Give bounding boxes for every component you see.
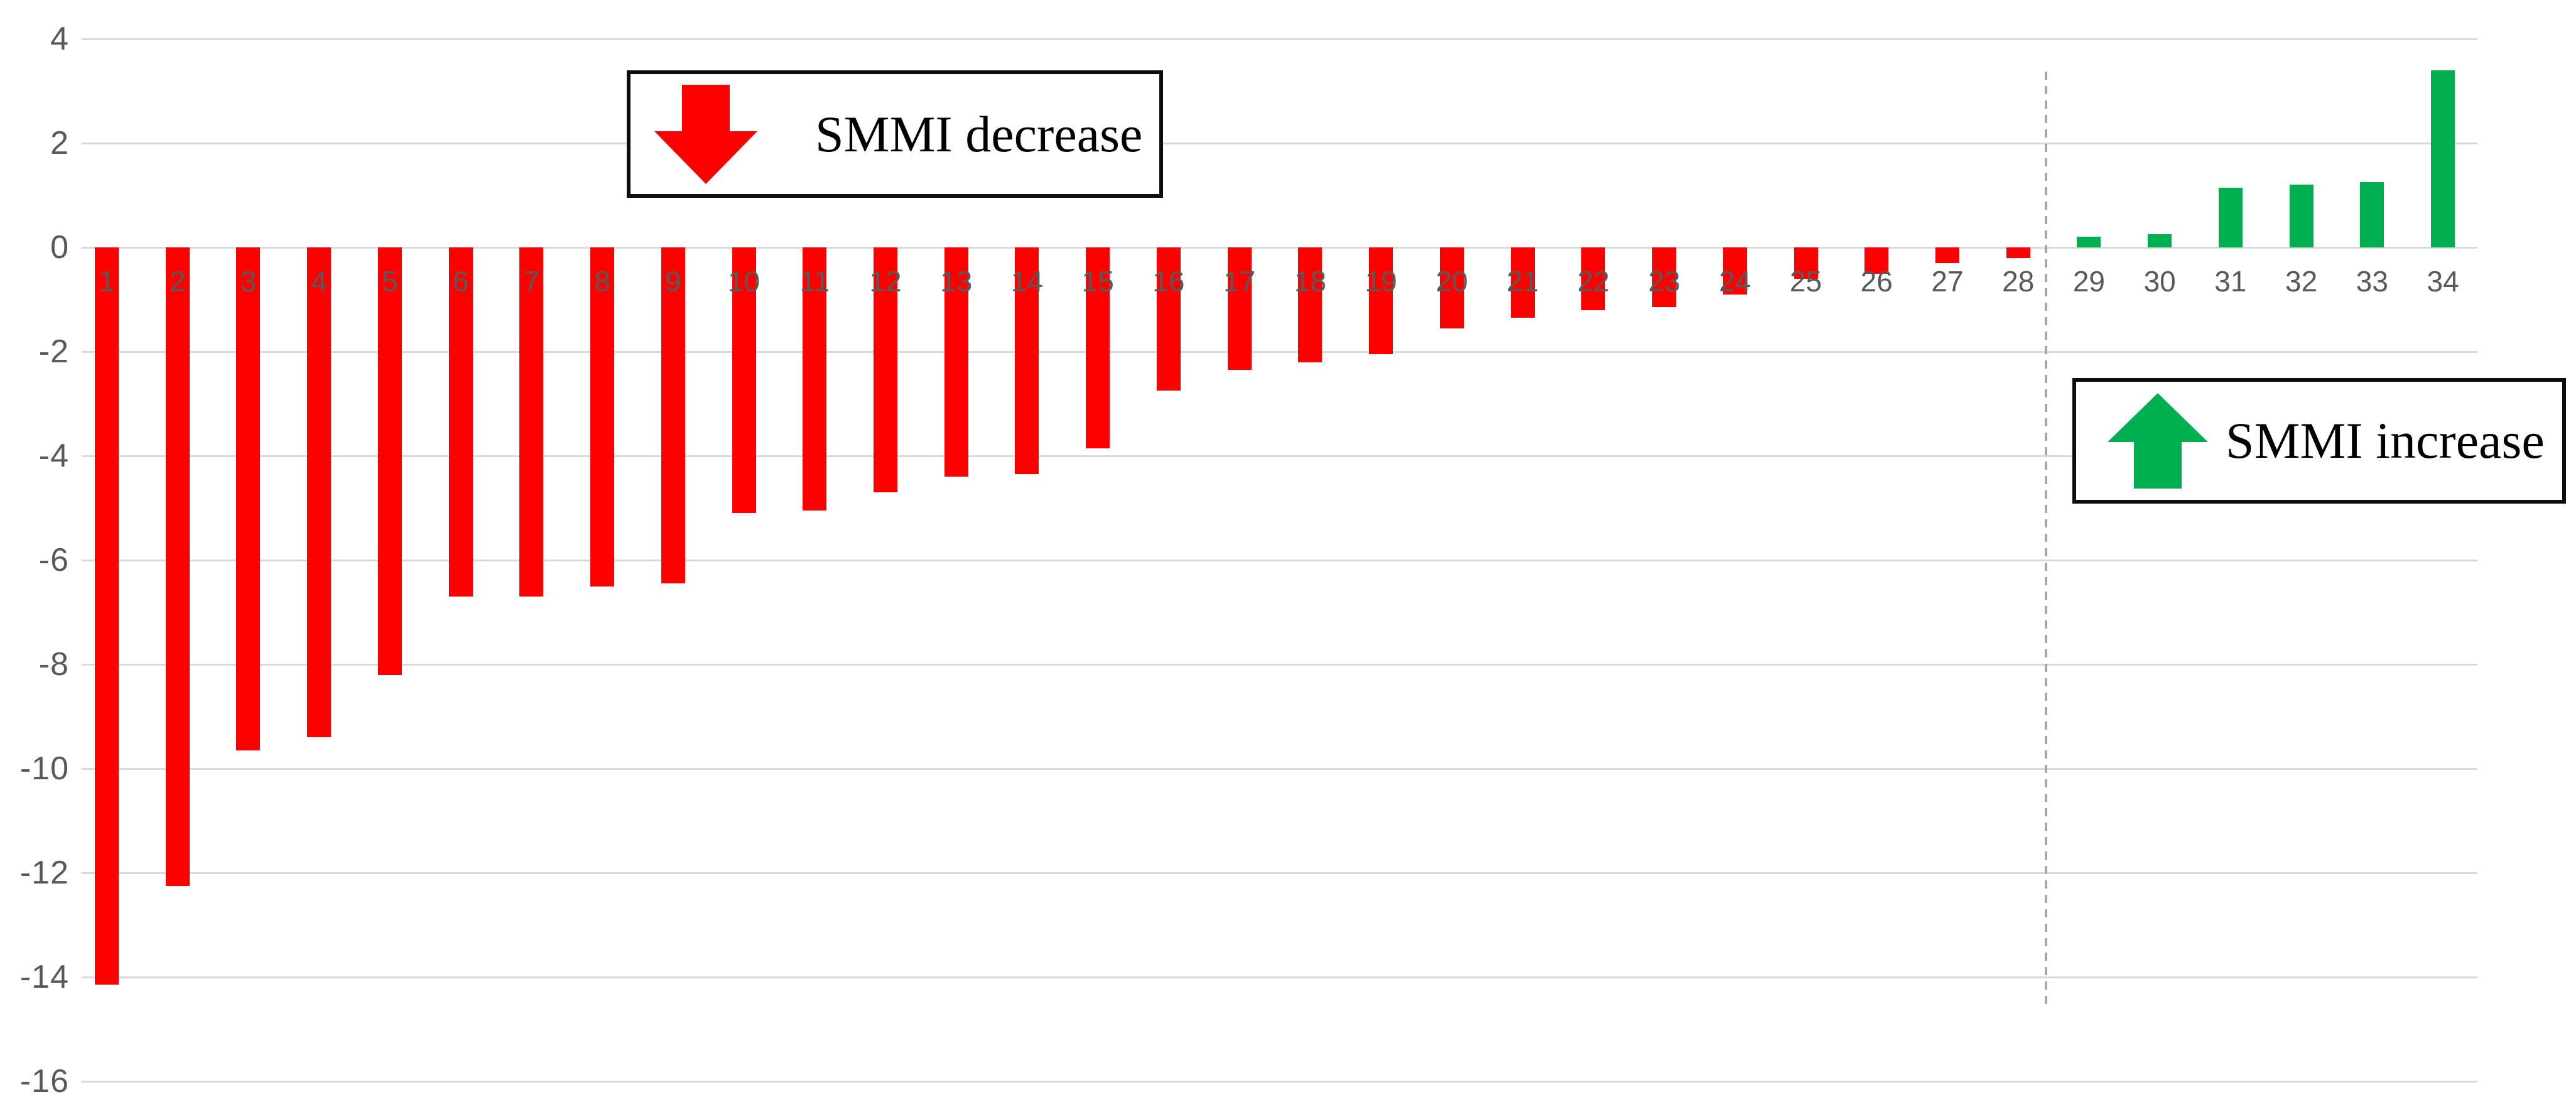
bar-category-8	[590, 247, 615, 587]
bar-category-22	[1581, 247, 1606, 310]
bar-category-19	[1369, 247, 1394, 355]
bar-category-14	[1015, 247, 1039, 475]
bar-category-34	[2431, 70, 2455, 247]
bar-category-4	[307, 247, 332, 738]
legend-decrease-label: SMMI decrease	[815, 105, 1143, 163]
bar-category-12	[874, 247, 898, 493]
series-divider-dashed-line	[2045, 72, 2047, 1008]
y-gridline	[82, 38, 2477, 40]
x-axis-category-label: 15	[1081, 265, 1114, 298]
x-axis-category-label: 1	[99, 265, 115, 298]
y-axis-tick-label: -12	[19, 855, 69, 891]
bar-category-25	[1794, 247, 1818, 279]
legend-decrease-box: SMMI decrease	[627, 70, 1163, 198]
bar-category-6	[448, 247, 473, 597]
x-axis-category-label: 20	[1436, 265, 1468, 298]
bar-category-23	[1652, 247, 1677, 308]
legend-increase-box: SMMI increase	[2072, 378, 2566, 504]
y-gridline	[82, 351, 2477, 353]
x-axis-category-label: 23	[1648, 265, 1680, 298]
bar-category-11	[803, 247, 827, 511]
bar-category-3	[236, 247, 261, 750]
x-axis-category-label: 3	[240, 265, 257, 298]
x-axis-category-label: 4	[311, 265, 327, 298]
bar-category-20	[1439, 247, 1464, 328]
x-axis-category-label: 12	[869, 265, 902, 298]
bar-category-30	[2148, 234, 2172, 247]
x-axis-category-label: 5	[382, 265, 398, 298]
y-gridline	[82, 560, 2477, 561]
bar-category-21	[1510, 247, 1535, 318]
bar-category-27	[1935, 247, 1959, 263]
y-axis-tick-label: -14	[19, 959, 69, 995]
x-axis-category-label: 2	[169, 265, 186, 298]
x-axis-category-label: 14	[1010, 265, 1044, 298]
y-gridline	[82, 1081, 2477, 1083]
y-gridline	[82, 664, 2477, 666]
bar-category-10	[732, 247, 756, 514]
y-axis-tick-label: -16	[19, 1063, 69, 1100]
x-axis-category-label: 18	[1294, 265, 1326, 298]
y-axis-tick-label: 2	[50, 125, 69, 161]
x-axis-category-label: 33	[2356, 265, 2388, 298]
bar-category-5	[377, 247, 402, 675]
x-axis-category-label: 34	[2427, 265, 2459, 298]
bar-category-18	[1298, 247, 1323, 362]
bar-category-1	[95, 247, 119, 985]
bar-category-15	[1086, 247, 1110, 448]
bar-category-9	[661, 247, 685, 584]
bar-category-32	[2289, 185, 2314, 247]
x-axis-category-label: 32	[2285, 265, 2318, 298]
x-axis-category-label: 31	[2214, 265, 2247, 298]
bar-category-28	[2006, 247, 2030, 258]
x-axis-category-label: 6	[452, 265, 469, 298]
x-axis-category-label: 17	[1223, 265, 1256, 298]
y-axis-tick-label: -6	[38, 542, 69, 578]
x-axis-category-label: 26	[1860, 265, 1893, 298]
y-gridline	[82, 768, 2477, 770]
bar-category-7	[519, 247, 544, 597]
x-axis-category-label: 16	[1152, 265, 1185, 298]
x-axis-category-label: 24	[1719, 265, 1751, 298]
bar-category-16	[1156, 247, 1181, 391]
x-axis-category-label: 22	[1577, 265, 1610, 298]
bar-category-24	[1723, 247, 1747, 295]
x-axis-category-label: 19	[1365, 265, 1397, 298]
down-arrow-icon	[654, 84, 757, 184]
x-axis-category-label: 21	[1507, 265, 1539, 298]
bar-category-31	[2218, 187, 2243, 247]
y-gridline	[82, 455, 2477, 457]
y-axis-tick-label: -8	[38, 646, 69, 683]
y-axis-tick-label: -2	[38, 333, 69, 370]
y-gridline	[82, 976, 2477, 978]
x-axis-category-label: 13	[940, 265, 973, 298]
x-axis-category-label: 8	[594, 265, 610, 298]
x-axis-category-label: 28	[2002, 265, 2035, 298]
x-axis-category-label: 25	[1789, 265, 1822, 298]
bar-category-17	[1227, 247, 1252, 370]
x-axis-category-label: 27	[1931, 265, 1964, 298]
up-arrow-icon	[2108, 393, 2208, 489]
x-axis-category-label: 9	[665, 265, 681, 298]
y-axis-tick-label: -10	[19, 750, 69, 787]
bar-category-33	[2360, 182, 2384, 247]
bar-category-13	[944, 247, 968, 477]
x-axis-category-label: 30	[2143, 265, 2176, 298]
y-axis-tick-label: 0	[50, 229, 69, 266]
x-axis-category-label: 11	[799, 265, 830, 298]
x-axis-category-label: 29	[2072, 265, 2106, 298]
bar-category-29	[2077, 237, 2101, 247]
x-axis-category-label: 7	[523, 265, 540, 298]
y-gridline	[82, 247, 2477, 249]
y-axis-tick-label: -4	[38, 438, 69, 474]
bar-category-2	[165, 247, 190, 886]
bar-category-26	[1864, 247, 1889, 274]
y-axis-tick-label: 4	[50, 21, 69, 57]
legend-increase-label: SMMI increase	[2226, 412, 2545, 469]
y-gridline	[82, 143, 2477, 144]
x-axis-category-label: 10	[727, 265, 760, 298]
y-gridline	[82, 872, 2477, 874]
